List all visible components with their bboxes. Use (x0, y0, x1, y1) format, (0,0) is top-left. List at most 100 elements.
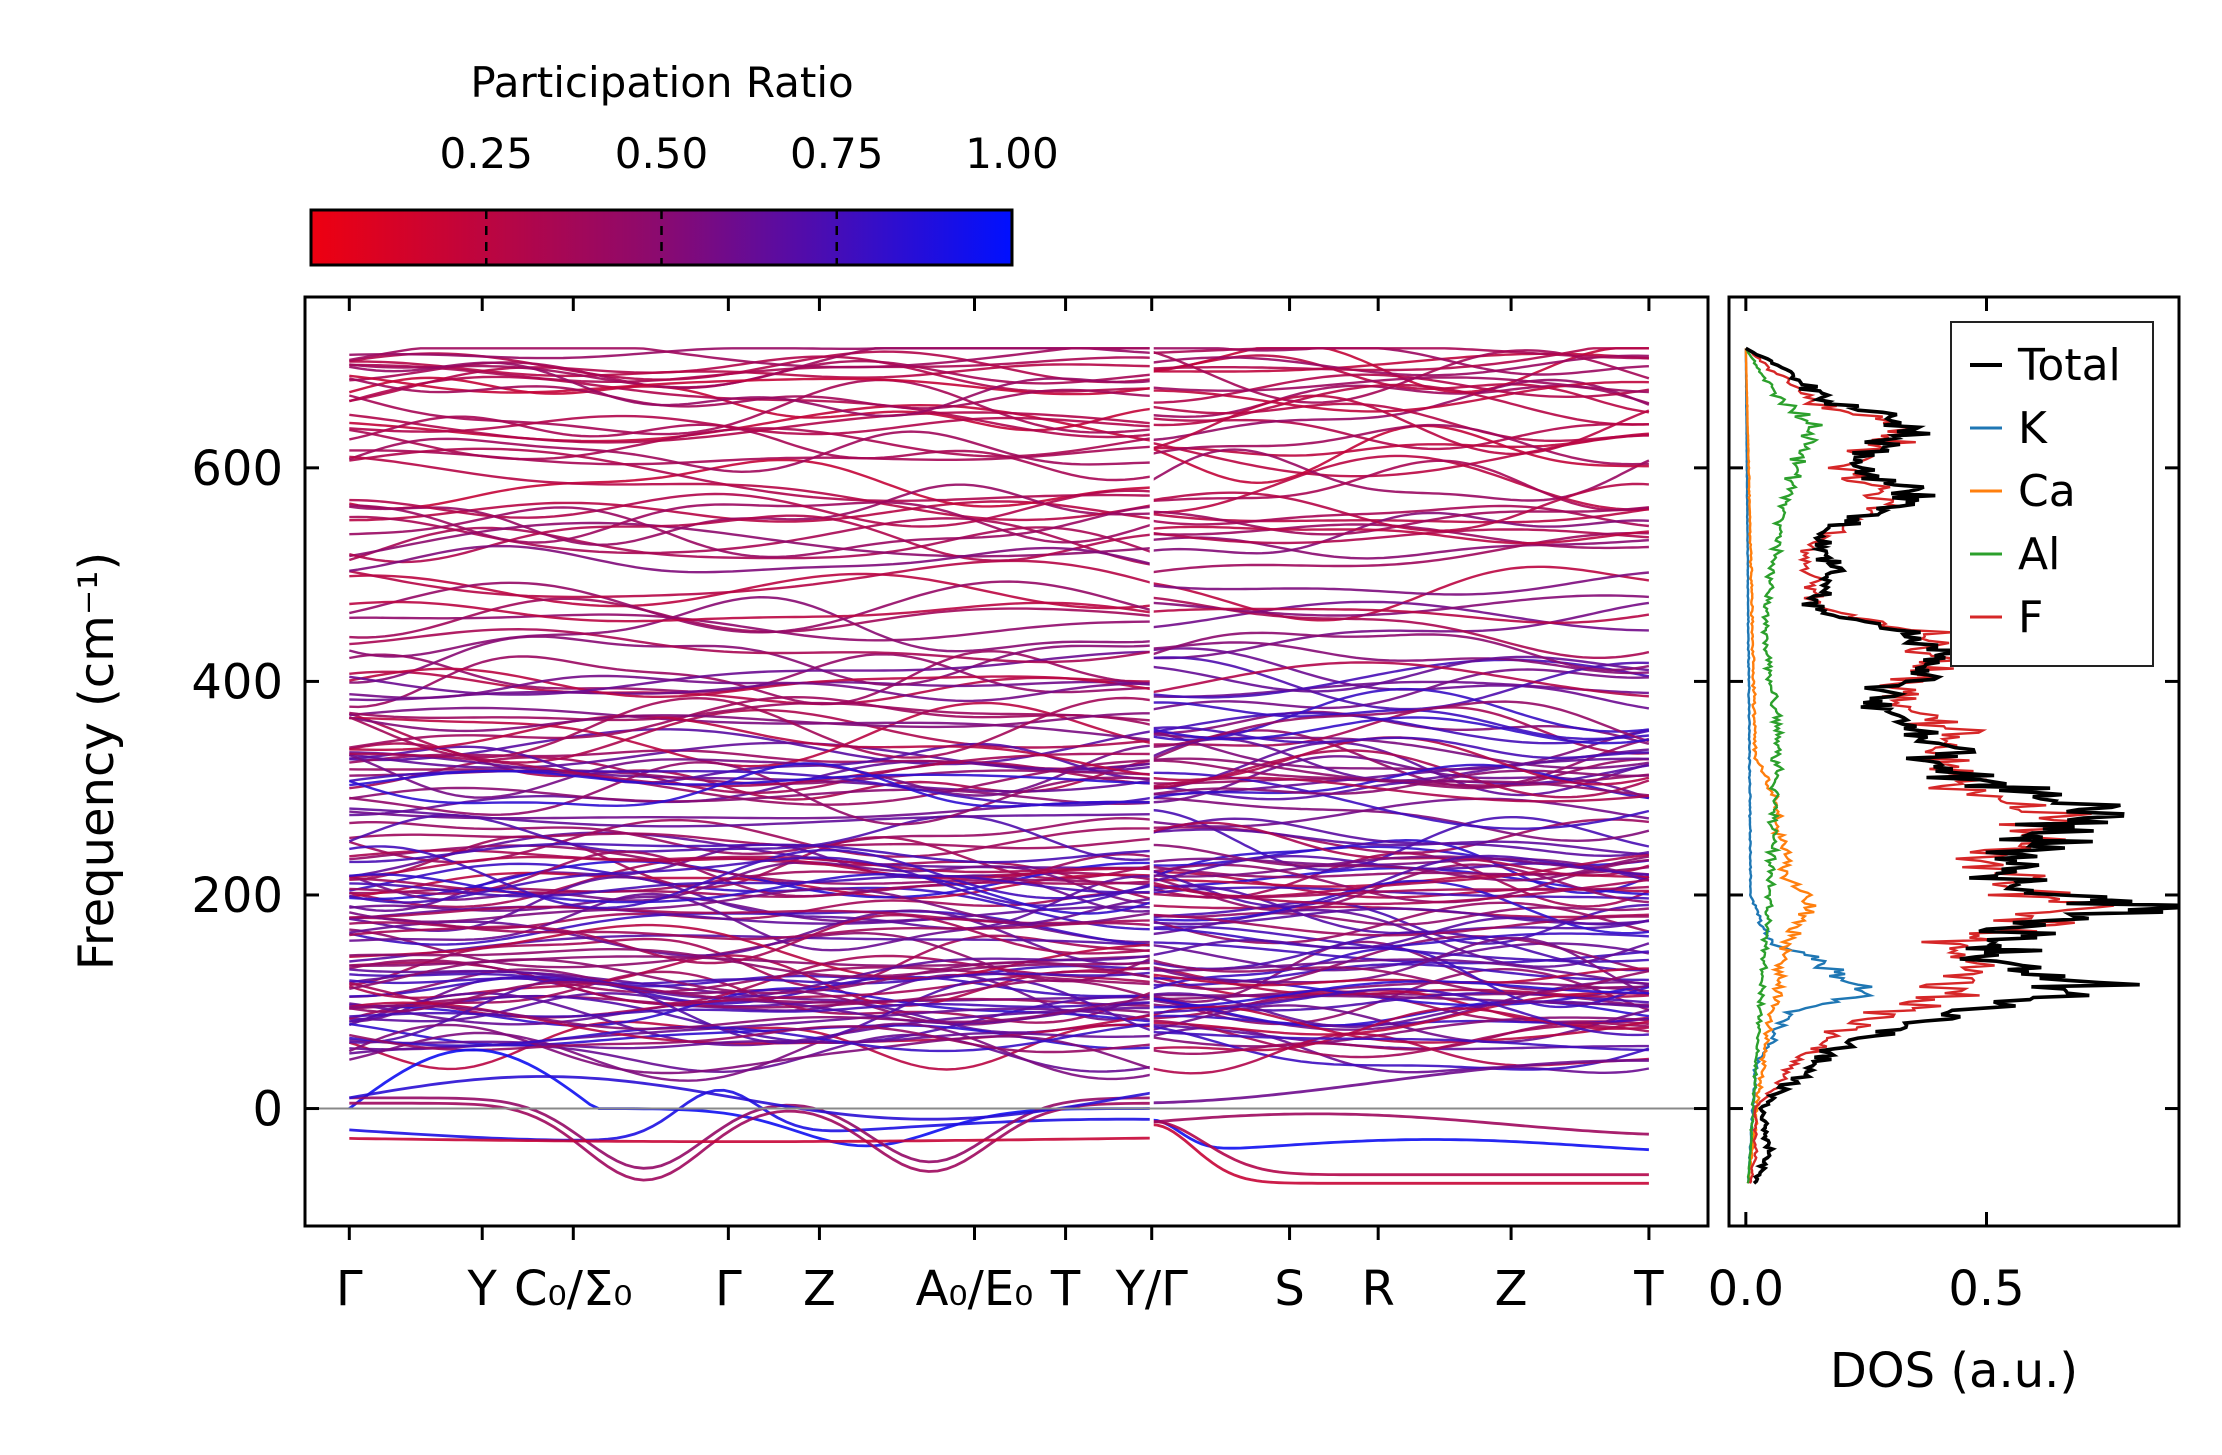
phonon-branch (1151, 1059, 1649, 1105)
phonon-branch (349, 849, 1152, 874)
y-tick-label: 400 (191, 654, 283, 710)
phonon-branch (1151, 716, 1650, 745)
phonon-branch (349, 356, 1152, 383)
phonon-branch (349, 874, 1152, 898)
high-symmetry-label: Y (467, 1261, 498, 1317)
phonon-branch (349, 909, 1152, 966)
phonon-branch (348, 1023, 1153, 1075)
phonon-branch (1151, 967, 1649, 987)
legend-label-ca: Ca (2018, 466, 2076, 517)
dos-series-f (1745, 347, 2118, 1184)
high-symmetry-label: S (1274, 1261, 1304, 1317)
participation-ratio-colorbar: Participation Ratio 0.25 0.50 0.75 1.00 (309, 58, 1059, 267)
phonon-branch (348, 762, 1152, 808)
phonon-branch (1151, 571, 1650, 596)
phonon-branch (349, 752, 1152, 788)
phonon-branch (348, 376, 1152, 432)
phonon-branch (349, 667, 1152, 698)
phonon-branch (348, 992, 1152, 1047)
dos-series-k (1744, 348, 1876, 1184)
phonon-branch (1151, 947, 1650, 1009)
phonon-branch (349, 1096, 1152, 1170)
high-symmetry-label: T (1633, 1261, 1664, 1317)
phonon-branch (1151, 601, 1650, 660)
phonon-branch (1151, 906, 1650, 926)
colorbar-title: Participation Ratio (470, 58, 853, 107)
phonon-branch (348, 430, 1152, 474)
phonon-branch (349, 875, 1152, 933)
dos-series-ca (1744, 348, 1817, 1184)
phonon-branch (349, 712, 1152, 733)
phonon-branch (1151, 927, 1649, 950)
legend-label-al: Al (2018, 529, 2060, 580)
phonon-branch (1151, 701, 1650, 741)
phonon-branch (1151, 459, 1650, 512)
phonon-branch (1151, 1120, 1649, 1177)
colorbar-tick-label: 1.00 (965, 129, 1059, 178)
phonon-branch (349, 635, 1152, 687)
phonon-branch (1151, 729, 1650, 789)
phonon-branch (349, 844, 1152, 886)
phonon-branch (1151, 378, 1650, 442)
phonon-branch (1151, 936, 1650, 996)
phonon-branch (349, 695, 1152, 749)
phonon-branch (1151, 511, 1649, 555)
phonon-branch (1151, 596, 1650, 659)
phonon-branch (349, 1136, 1152, 1143)
phonon-branch (1151, 817, 1650, 857)
phonon-branch (1151, 1016, 1649, 1048)
phonon-branch (1151, 797, 1650, 828)
dos-axes-ticks: 0.0 0.5 (1708, 297, 2179, 1317)
y-tick-label: 200 (191, 868, 283, 924)
legend-label-f: F (2018, 592, 2043, 643)
phonon-branch (349, 923, 1152, 980)
phonon-branch (349, 913, 1152, 965)
phonon-branch (349, 489, 1152, 528)
phonon-branch (348, 595, 1152, 658)
phonon-branch (349, 807, 1152, 828)
phonon-branch (349, 856, 1153, 907)
phonon-branch (1151, 528, 1649, 545)
phonon-branch (348, 861, 1152, 905)
phonon-branch (1151, 854, 1649, 908)
phonon-branch (1151, 763, 1650, 800)
dos-axes-frame (1727, 295, 2181, 1228)
legend-box (1950, 321, 2154, 667)
phonon-branch (349, 544, 1152, 574)
phonon-branch (1151, 1030, 1649, 1052)
colorbar-tick-label: 0.25 (439, 129, 533, 178)
phonon-branch (349, 1101, 1152, 1182)
high-symmetry-label: R (1361, 1261, 1394, 1317)
phonon-branch (349, 850, 1152, 898)
phonon-branch (349, 701, 1152, 768)
y-tick-label: 600 (191, 441, 283, 497)
phonon-branch (1151, 885, 1649, 899)
phonon-branch (348, 744, 1152, 799)
phonon-branch (1151, 987, 1649, 1037)
phonon-branch (349, 958, 1152, 995)
phonon-branch (1151, 506, 1650, 536)
phonon-branch (1151, 536, 1649, 560)
phonon-branch (1151, 1123, 1649, 1185)
phonon-branch (1151, 680, 1649, 698)
legend-label-k: K (2018, 403, 2048, 454)
y-tick-label: 0 (252, 1082, 283, 1138)
phonon-branch (349, 845, 1152, 910)
dos-x-tick-label: 0.5 (1948, 1261, 2024, 1317)
phonon-branch (1151, 531, 1649, 574)
phonon-branch (349, 742, 1152, 784)
phonon-branch (1151, 700, 1650, 748)
phonon-branch (1151, 828, 1649, 856)
phonon-branch (349, 445, 1152, 466)
dos-panel: 0.0 0.5 DOS (a.u.) Total K Ca Al F (1708, 295, 2181, 1399)
phonon-branch (1151, 769, 1649, 796)
phonon-branch (349, 500, 1152, 523)
phonon-branch (349, 613, 1152, 642)
band-axes-frame (303, 295, 1710, 1228)
phonon-branches (348, 297, 1650, 1226)
phonon-branch (349, 670, 1152, 706)
phonon-branch (1151, 886, 1649, 900)
phonon-branch (349, 600, 1152, 623)
dos-x-axis-title: DOS (a.u.) (1830, 1343, 2078, 1399)
